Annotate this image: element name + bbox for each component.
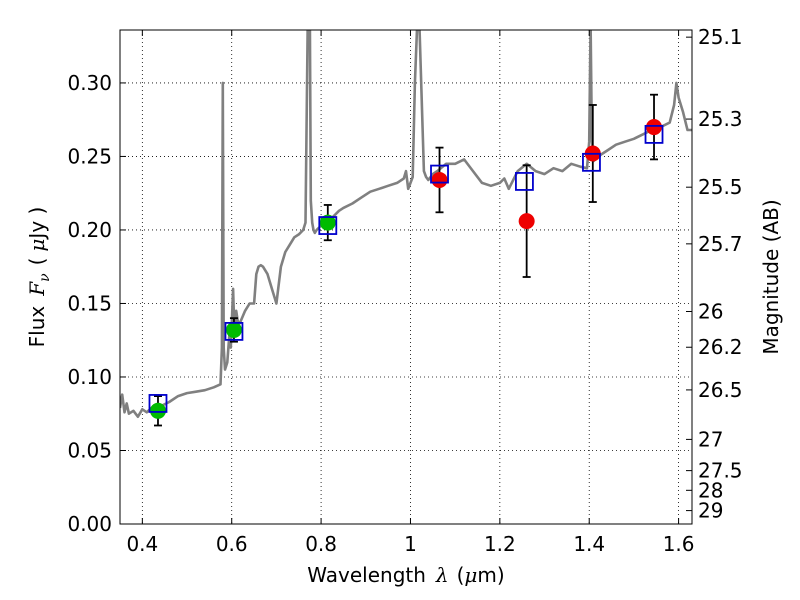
y-tick-label: 0.15	[67, 291, 112, 315]
y2-tick-label: 25.3	[698, 107, 743, 131]
y2-axis-label: Magnitude (AB)	[759, 199, 783, 354]
model-point	[318, 216, 338, 235]
y2-tick-label: 25.5	[698, 175, 743, 199]
y2-tick-label: 25.7	[698, 232, 743, 256]
y2-tick-label: 26	[698, 299, 723, 323]
y-tick-label: 0.00	[67, 512, 112, 536]
x-tick-label: 1	[404, 532, 417, 556]
model-point	[515, 172, 534, 191]
y-tick-label: 0.20	[67, 218, 112, 242]
y2-tick-label: 28	[698, 478, 723, 502]
model-point	[224, 321, 244, 341]
y-tick-label: 0.25	[67, 144, 112, 168]
x-tick-label: 1.2	[484, 532, 516, 556]
x-tick-label: 1.6	[663, 532, 695, 556]
data-point	[225, 321, 242, 338]
y2-tick-label: 27.5	[698, 459, 743, 483]
y-axis-label: FluxFν(μJy )	[25, 207, 53, 348]
y-tick-label: 0.05	[67, 438, 112, 462]
model-point	[582, 152, 601, 172]
model-point	[148, 394, 168, 413]
y-tick-label: 0.30	[67, 71, 112, 95]
data-point	[319, 214, 336, 231]
data-point	[518, 213, 535, 230]
y-tick-label: 0.10	[67, 365, 112, 389]
plot-frame	[119, 29, 693, 525]
x-tick-label: 0.4	[126, 532, 158, 556]
y2-tick-label: 26.5	[698, 378, 743, 402]
y2-tick-label: 29	[698, 499, 723, 523]
x-tick-label: 1.4	[573, 532, 605, 556]
model-point	[644, 124, 664, 144]
tick-marks: 0.4 0.6 0.8 1 1.2 1.4 1.6 0.00 0.05 0.10 0.15 0.20 0…	[67, 25, 742, 556]
y2-tick-label: 26.2	[698, 335, 743, 359]
sed-model-line	[120, 30, 692, 419]
data-point	[149, 402, 166, 419]
x-axis-label: Wavelength λ (μm)	[307, 563, 504, 587]
data-point	[646, 119, 663, 136]
plot-area	[120, 30, 692, 427]
y2-tick-label: 25.1	[698, 25, 743, 49]
data-point	[431, 171, 448, 188]
x-tick-label: 0.8	[305, 532, 337, 556]
x-tick-label: 0.6	[216, 532, 248, 556]
model-point	[430, 164, 449, 184]
y2-tick-label: 27	[698, 427, 723, 451]
